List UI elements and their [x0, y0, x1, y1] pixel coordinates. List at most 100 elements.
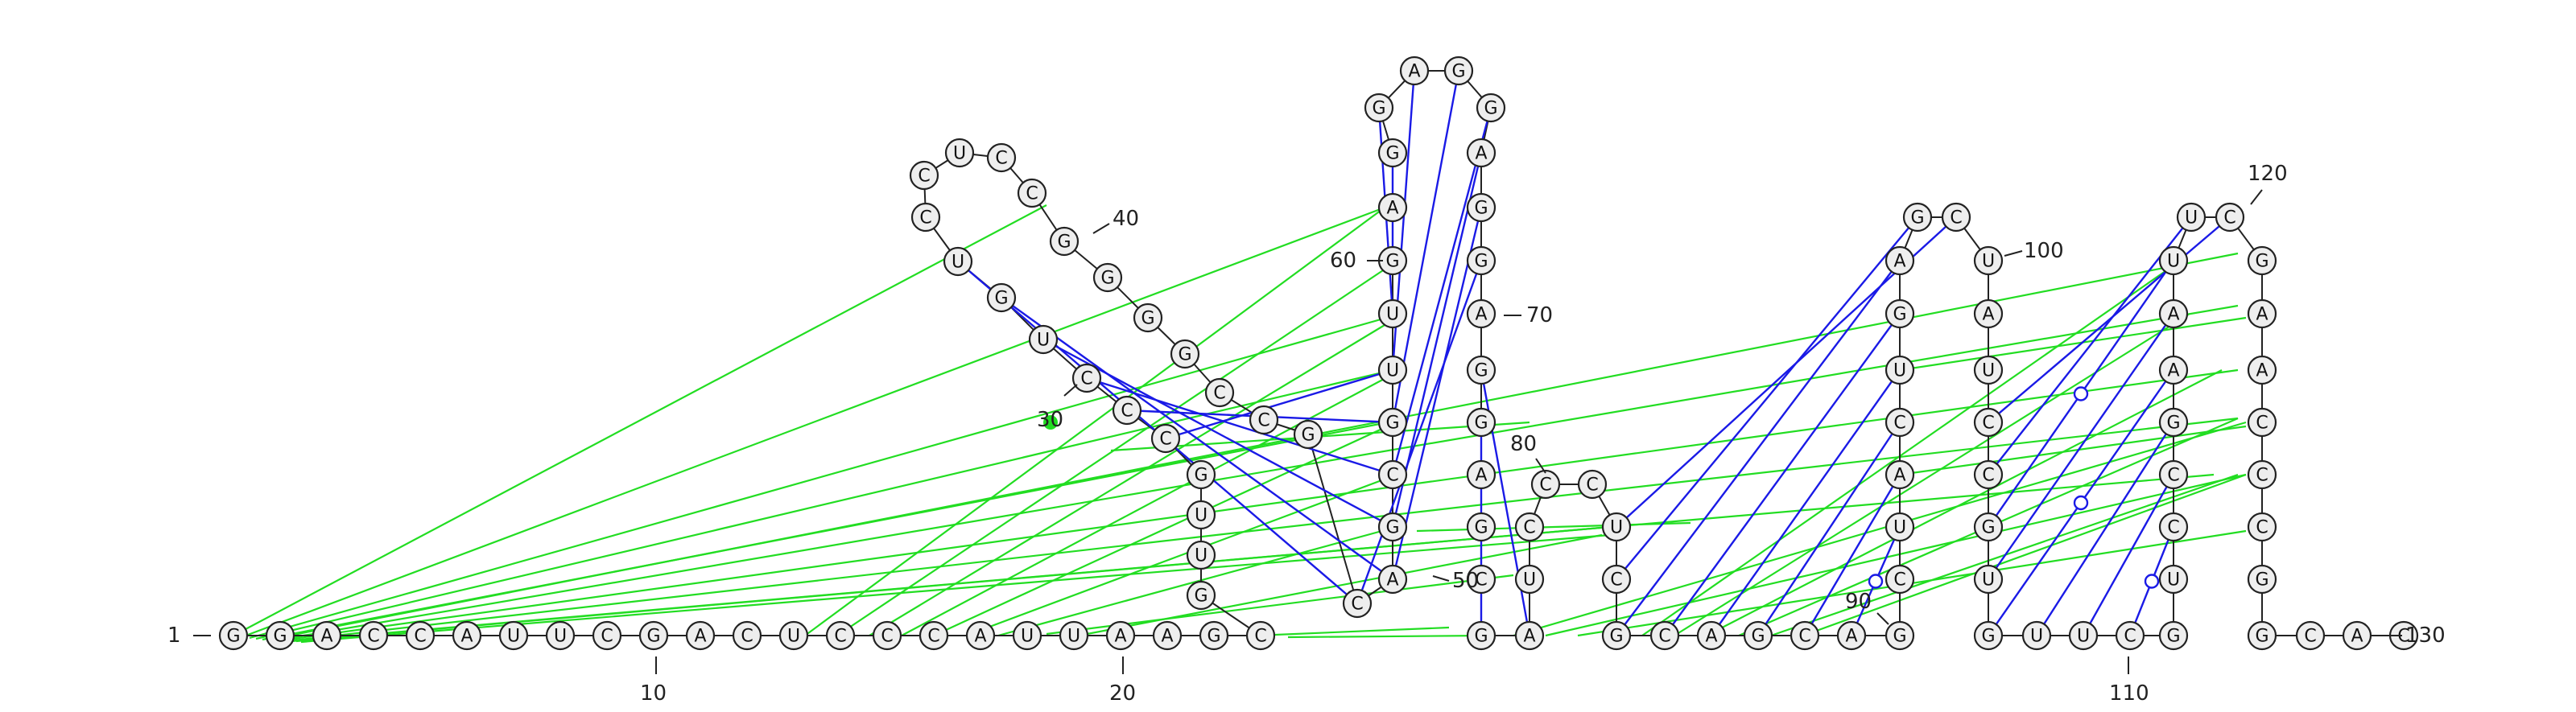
num-label-50: 50	[1452, 569, 1479, 593]
num-tick-50	[1432, 575, 1450, 582]
nucleotide-letter: U	[1067, 627, 1080, 647]
nucleotide-116: A	[2247, 355, 2277, 385]
nucleotide-letter: U	[1386, 305, 1399, 325]
num-label-80: 80	[1510, 432, 1537, 456]
nucleotide-68: C	[1466, 564, 1496, 595]
nucleotide-letter: A	[974, 627, 986, 647]
base-pair-line	[1803, 474, 1901, 636]
nucleotide-letter: G	[1474, 252, 1488, 272]
nucleotide-circle	[943, 246, 973, 277]
nucleotide-41: G	[1133, 302, 1163, 333]
nucleotide-21: A	[1152, 620, 1183, 651]
nucleotide-30: C	[1071, 363, 1102, 393]
nucleotide-8: U	[545, 620, 576, 651]
nucleotide-circle	[1885, 512, 1915, 542]
nucleotide-10: G	[638, 620, 669, 651]
nucleotide-letter: A	[1408, 62, 1420, 82]
nucleotide-circle	[1973, 620, 2004, 651]
nucleotide-letter: G	[646, 627, 660, 647]
nucleotide-letter: A	[1705, 627, 1717, 647]
nucleotide-circle	[1186, 580, 1216, 611]
nucleotide-104: G	[2158, 620, 2189, 651]
nucleotide-letter: G	[1385, 414, 1399, 434]
nucleotide-circle	[1973, 459, 2004, 490]
num-label-30: 30	[1037, 408, 1063, 432]
nucleotide-36: U	[944, 138, 975, 168]
nucleotide-letter: G	[1910, 208, 1924, 228]
nucleotide-circle	[1377, 138, 1408, 168]
nucleotide-letter: G	[1207, 627, 1220, 647]
num-tick-90	[1876, 612, 1889, 625]
nucleotide-98: G	[1973, 512, 2004, 542]
nucleotide-letter: U	[952, 253, 964, 273]
nucleotide-19: U	[1059, 620, 1089, 651]
nucleotide-circle	[2158, 620, 2189, 651]
nucleotide-circle	[2342, 620, 2372, 651]
nucleotide-circle	[2247, 459, 2277, 490]
nucleotide-letter: A	[2256, 305, 2268, 325]
nucleotide-circle	[1186, 459, 1216, 490]
nucleotide-81: C	[1790, 620, 1820, 651]
nucleotide-circle	[2295, 620, 2326, 651]
nucleotide-56: G	[1364, 93, 1394, 123]
nucleotide-letter: U	[2185, 208, 2198, 228]
nucleotide-letter: G	[1609, 627, 1623, 647]
nucleotide-circle	[1028, 324, 1059, 355]
nucleotide-circle	[1342, 588, 1373, 619]
nucleotide-letter: C	[1213, 384, 1225, 404]
nucleotide-circle	[1973, 355, 2004, 385]
nucleotide-52: U	[1377, 298, 1408, 329]
nucleotide-circle	[1377, 298, 1408, 329]
nucleotide-circle	[1885, 620, 1915, 651]
nucleotide-letter: U	[1021, 627, 1034, 647]
nucleotide-13: U	[778, 620, 809, 651]
nucleotide-letter: A	[1114, 627, 1126, 647]
nucleotide-letter: C	[2397, 627, 2409, 647]
nucleotide-7: U	[498, 620, 529, 651]
nucleotide-letter: C	[601, 627, 613, 647]
base-pair-line	[1711, 369, 1901, 636]
nucleotide-letter: A	[1982, 305, 1994, 325]
nucleotide-circle	[965, 620, 996, 651]
base-pair-line	[1988, 216, 2231, 423]
nucleotides: G G A C C A U U C G A C U C C C A U U A A G C G U U G C C C U G U C C U C C G G…	[218, 56, 2419, 651]
nucleotide-31: U	[1028, 324, 1059, 355]
nucleotide-circle	[2158, 512, 2189, 542]
nucleotide-letter: G	[1474, 199, 1488, 219]
nucleotide-letter: C	[1254, 627, 1266, 647]
nucleotide-circle	[2215, 202, 2245, 233]
num-tick-40	[1092, 223, 1110, 234]
nucleotide-circle	[1466, 192, 1496, 223]
nucleotide-66: A	[1466, 459, 1496, 490]
nucleotide-letter: U	[1982, 570, 1995, 591]
nucleotide-circle	[1601, 620, 1632, 651]
nucleotide-letter: G	[1057, 233, 1071, 253]
base-pair-line	[1616, 260, 1901, 636]
nucleotide-letter: A	[1893, 466, 1905, 486]
nucleotide-50: G	[1377, 407, 1408, 438]
nucleotide-letter: U	[2167, 252, 2180, 272]
nucleotide-46: C	[1342, 588, 1373, 619]
nucleotide-circle	[312, 620, 342, 651]
nucleotide-letter: G	[994, 289, 1008, 309]
nucleotide-circle	[1199, 620, 1229, 651]
nucleotide-120: G	[2247, 564, 2277, 595]
nucleotide-3: A	[312, 620, 342, 651]
nucleotide-circle	[1105, 620, 1136, 651]
nucleotide-circle	[1186, 500, 1216, 530]
nucleotide-letter: U	[507, 627, 520, 647]
nucleotide-circle	[1364, 93, 1394, 123]
nucleotide-circle	[1204, 377, 1235, 408]
nucleotide-circle	[2021, 620, 2052, 651]
base-pair-line	[1988, 216, 2192, 475]
nucleotide-circle	[1885, 407, 1915, 438]
nucleotide-letter: C	[2256, 466, 2268, 486]
nucleotide-circle	[1017, 178, 1047, 208]
nucleotide-circle	[1885, 245, 1915, 276]
num-label-1: 1	[167, 624, 181, 648]
wobble-pair-marker	[1868, 574, 1884, 589]
nucleotide-121: G	[2247, 620, 2277, 651]
nucleotide-circle	[2247, 298, 2277, 329]
nucleotide-64: G	[1466, 355, 1496, 385]
nucleotide-101: U	[2021, 620, 2052, 651]
